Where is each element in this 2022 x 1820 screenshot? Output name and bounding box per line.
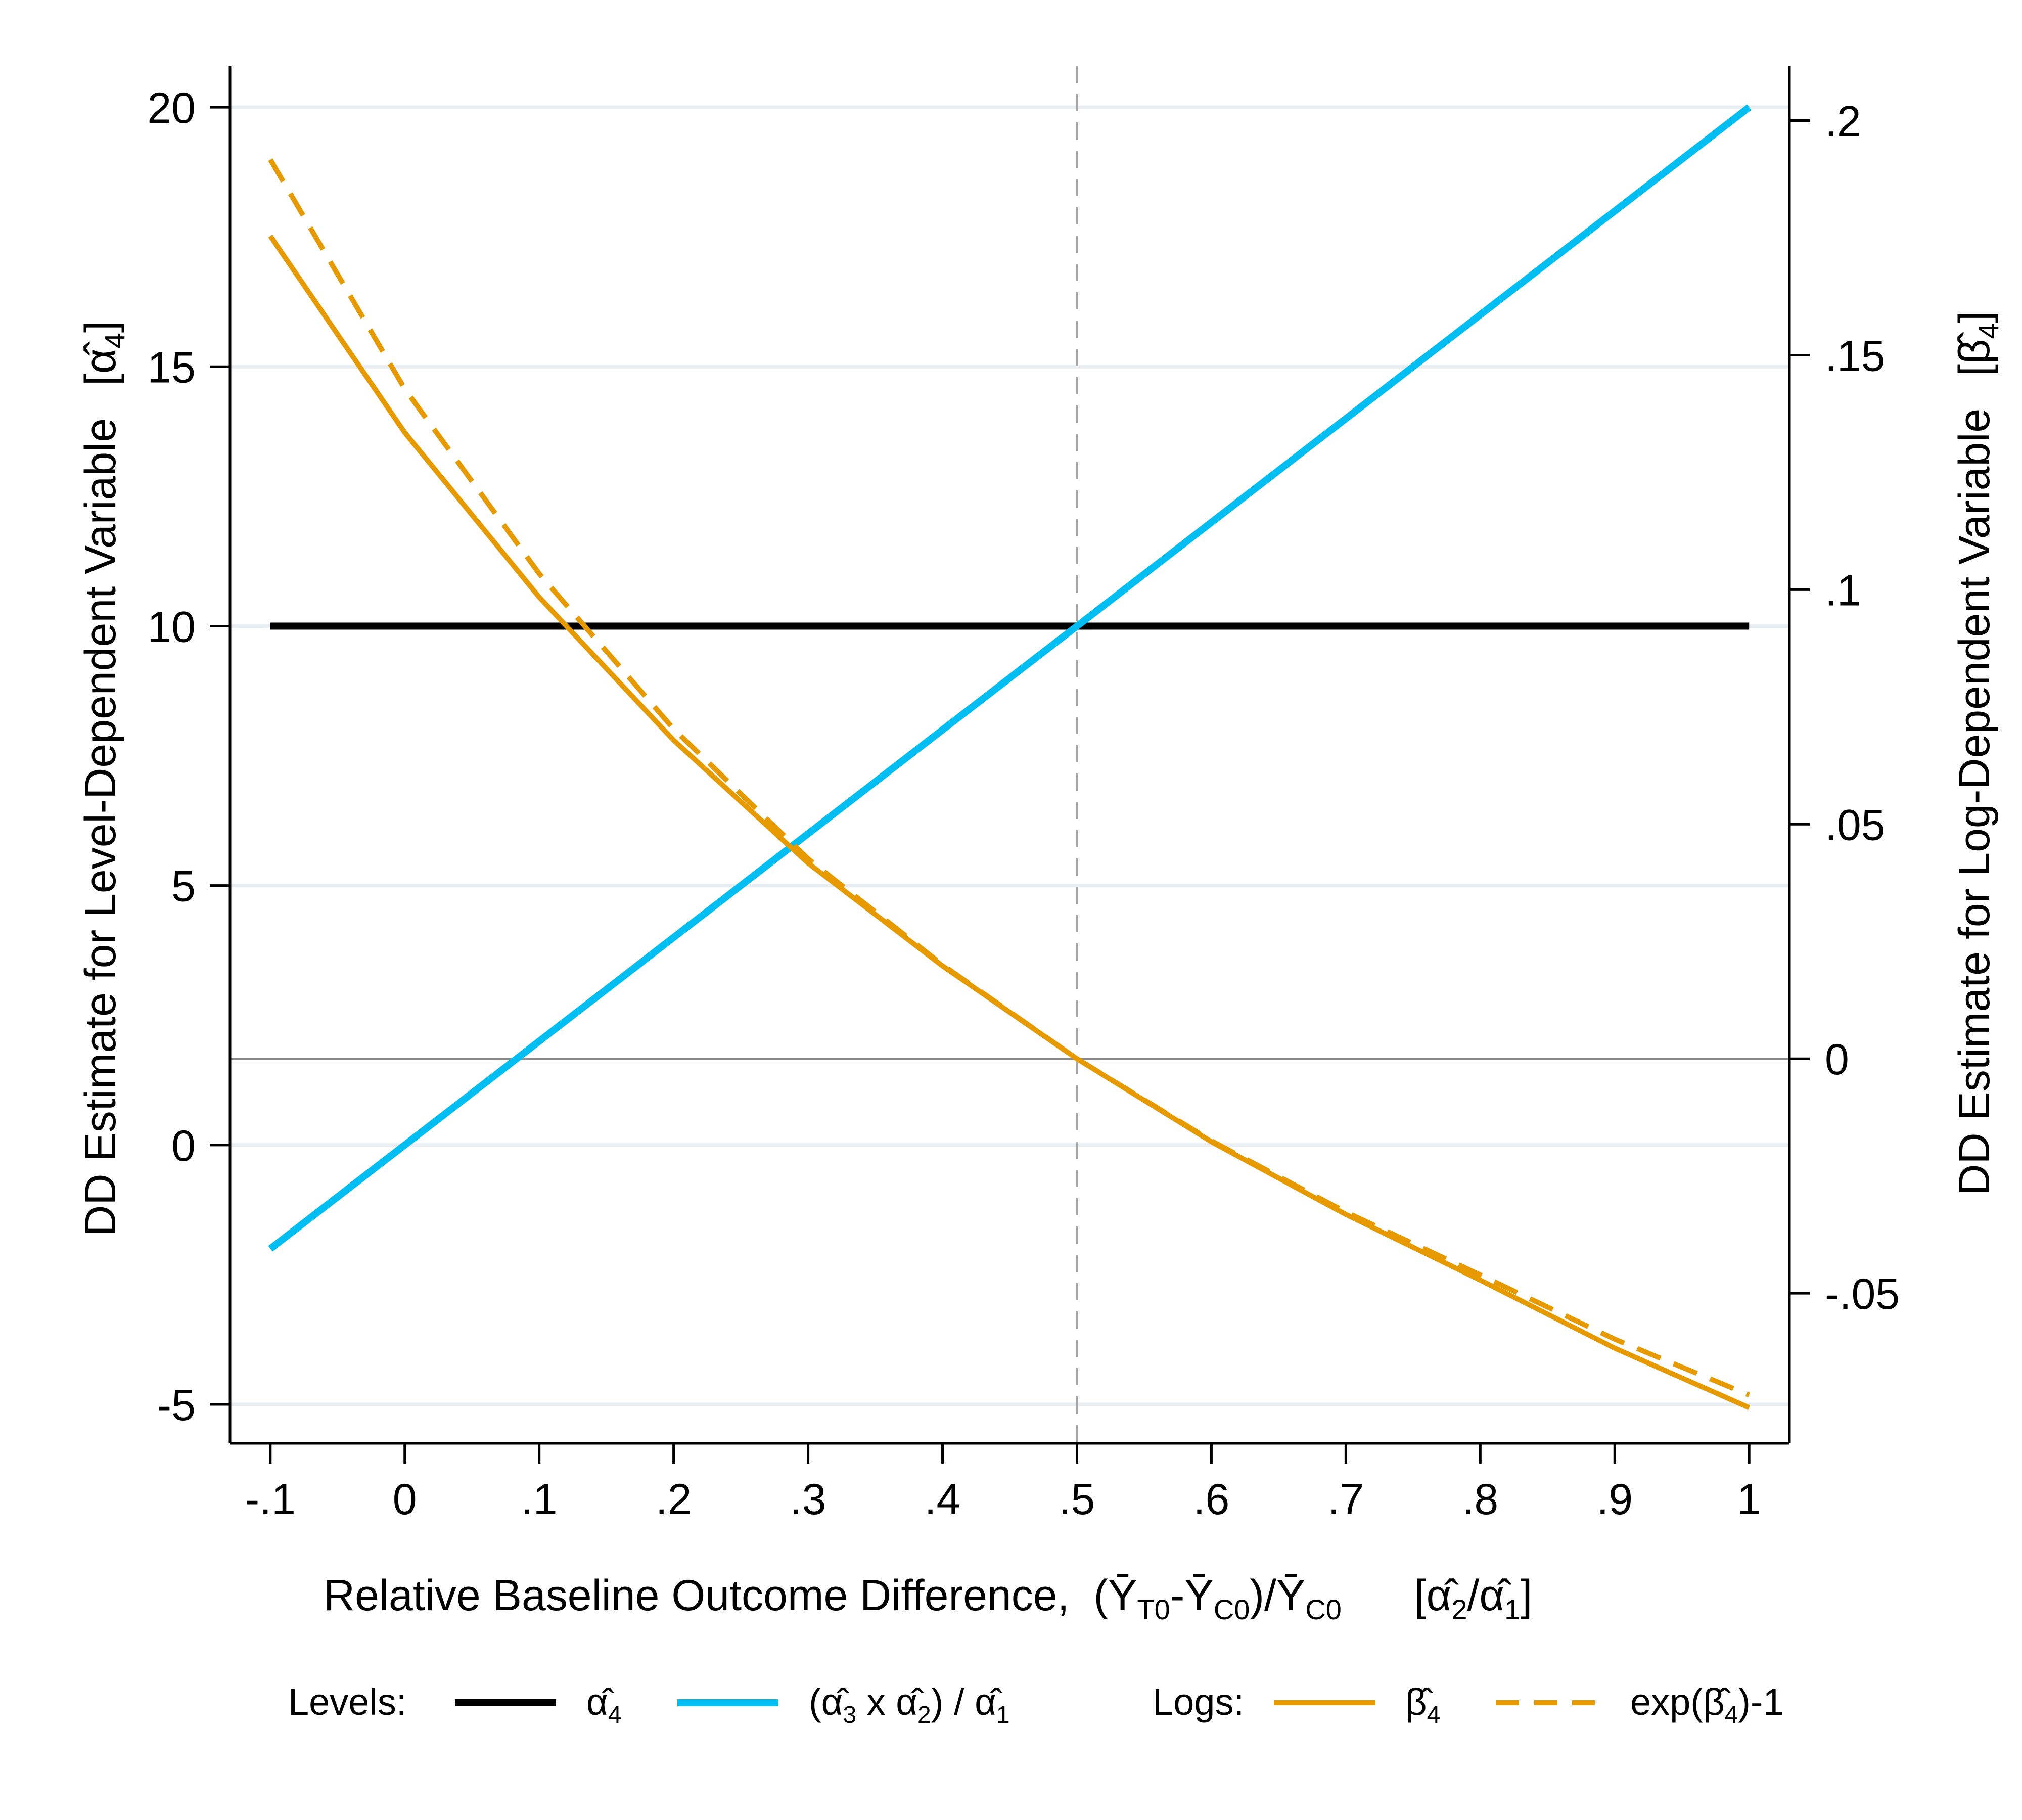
axes (228, 66, 1791, 1445)
series-beta4-line (268, 234, 1751, 1410)
x-tick-label-6: .5 (1059, 1475, 1095, 1524)
x-tick-label-1: 0 (393, 1475, 417, 1524)
y-right-tick-label-1: 0 (1825, 1035, 1849, 1084)
x-tick-label-10: .9 (1596, 1475, 1633, 1524)
y-left-tick-label-0: -5 (157, 1381, 196, 1430)
x-tick-label-5: .4 (925, 1475, 961, 1524)
x-tick-label-2: .1 (521, 1475, 558, 1524)
reference-lines (230, 66, 1789, 1443)
legend: Levels: α̂4 (α̂3 x α̂2) / α̂1 Logs: β̂4 … (288, 1681, 1784, 1728)
x-tick-label-4: .3 (790, 1475, 826, 1524)
legend-exp-beta4-label: exp(β̂4)-1 (1630, 1681, 1784, 1728)
x-tick-label-0: -.1 (245, 1475, 296, 1524)
series-exp-beta4-line (268, 158, 1751, 1398)
y-axis-right-title-main: DD Estimate for Log-Dependent Variable (1950, 408, 1999, 1196)
x-tick-label-9: .8 (1462, 1475, 1498, 1524)
y-right-tick-label-5: .2 (1825, 98, 1861, 146)
y-left-tick-label-1: 0 (171, 1122, 196, 1170)
y-right-tick-label-0: -.05 (1825, 1270, 1900, 1318)
y-right-tick-label-4: .15 (1825, 332, 1886, 380)
x-axis-title: Relative Baseline Outcome Difference, (Ȳ… (324, 1571, 1532, 1629)
x-tick-label-3: .2 (656, 1475, 692, 1524)
series-lines (268, 104, 1752, 1410)
x-tick-label-8: .7 (1328, 1475, 1364, 1524)
y-axis-left-title: DD Estimate for Level-Dependent Variable… (76, 321, 130, 1236)
ticks: -.1 0 .1 .2 .3 .4 .5 .6 .7 .8 .9 1 -5 0 5 10 15 20 -.05 0 .0… (147, 84, 1900, 1524)
series-ratio-line (268, 104, 1752, 1252)
legend-logs-label: Logs: (1153, 1681, 1244, 1723)
y-axis-right-title: DD Estimate for Log-Dependent Variable [… (1950, 311, 2004, 1195)
x-tick-label-7: .6 (1193, 1475, 1230, 1524)
x-tick-label-11: 1 (1737, 1475, 1761, 1524)
legend-levels-label: Levels: (288, 1681, 406, 1723)
y-left-tick-label-2: 5 (171, 862, 196, 911)
y-right-tick-label-3: .1 (1825, 566, 1861, 615)
y-axis-left-title-main: DD Estimate for Level-Dependent Variable (76, 418, 125, 1237)
y-left-tick-label-3: 10 (147, 603, 196, 651)
x-axis-title-main: Relative Baseline Outcome Difference, (324, 1571, 1069, 1620)
y-left-tick-label-4: 15 (147, 343, 196, 392)
legend-ratio-label: (α̂3 x α̂2) / α̂1 (809, 1681, 1010, 1728)
y-left-tick-label-5: 20 (147, 84, 196, 132)
y-right-tick-label-2: .05 (1825, 801, 1886, 849)
